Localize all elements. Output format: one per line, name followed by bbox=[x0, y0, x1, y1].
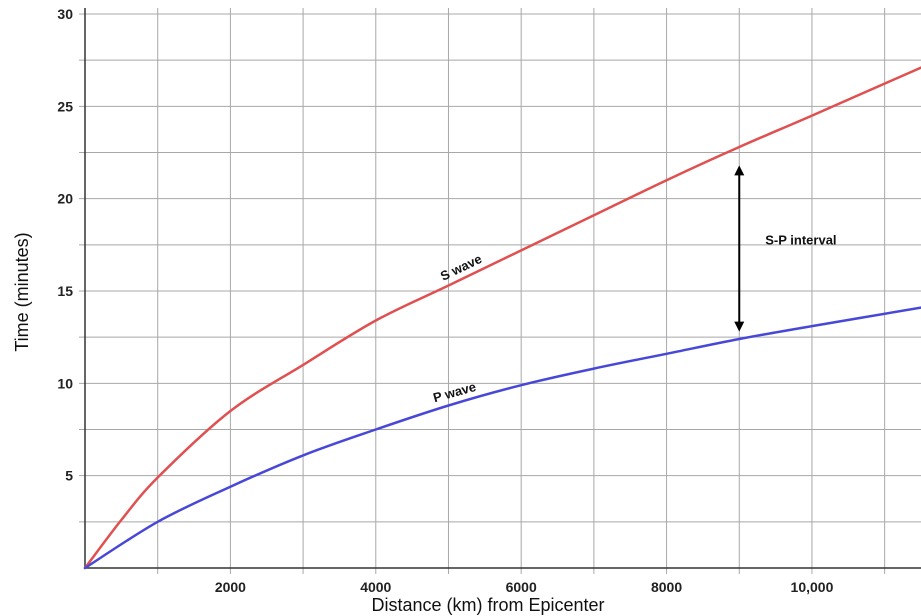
x-tick-label: 10,000 bbox=[791, 579, 834, 595]
y-tick-label: 10 bbox=[57, 375, 73, 391]
x-tick-label: 6000 bbox=[506, 579, 537, 595]
y-tick-label: 20 bbox=[57, 191, 73, 207]
y-tick-label: 30 bbox=[57, 6, 73, 22]
series-line-p-wave bbox=[83, 306, 921, 570]
y-tick-label: 15 bbox=[57, 283, 73, 299]
series-line-s-wave bbox=[83, 66, 921, 570]
interval-label: S-P interval bbox=[765, 233, 836, 248]
y-tick-label: 5 bbox=[65, 468, 73, 484]
y-tick-label: 25 bbox=[57, 98, 73, 114]
x-tick-label: 4000 bbox=[360, 579, 391, 595]
x-tick-label: 2000 bbox=[215, 579, 246, 595]
x-tick-label: 8000 bbox=[651, 579, 682, 595]
annotations: S-P interval bbox=[734, 165, 837, 332]
y-axis-title: Time (minutes) bbox=[12, 232, 32, 351]
axes bbox=[84, 8, 921, 569]
tick-labels: 2000 4000 6000 8000 10,000 5 10 15 20 25 30 bbox=[57, 6, 833, 595]
grid bbox=[79, 8, 921, 574]
interval-arrow-head-up bbox=[734, 165, 745, 176]
x-axis-title: Distance (km) from Epicenter bbox=[371, 595, 604, 615]
interval-arrow-head-down bbox=[734, 321, 745, 332]
